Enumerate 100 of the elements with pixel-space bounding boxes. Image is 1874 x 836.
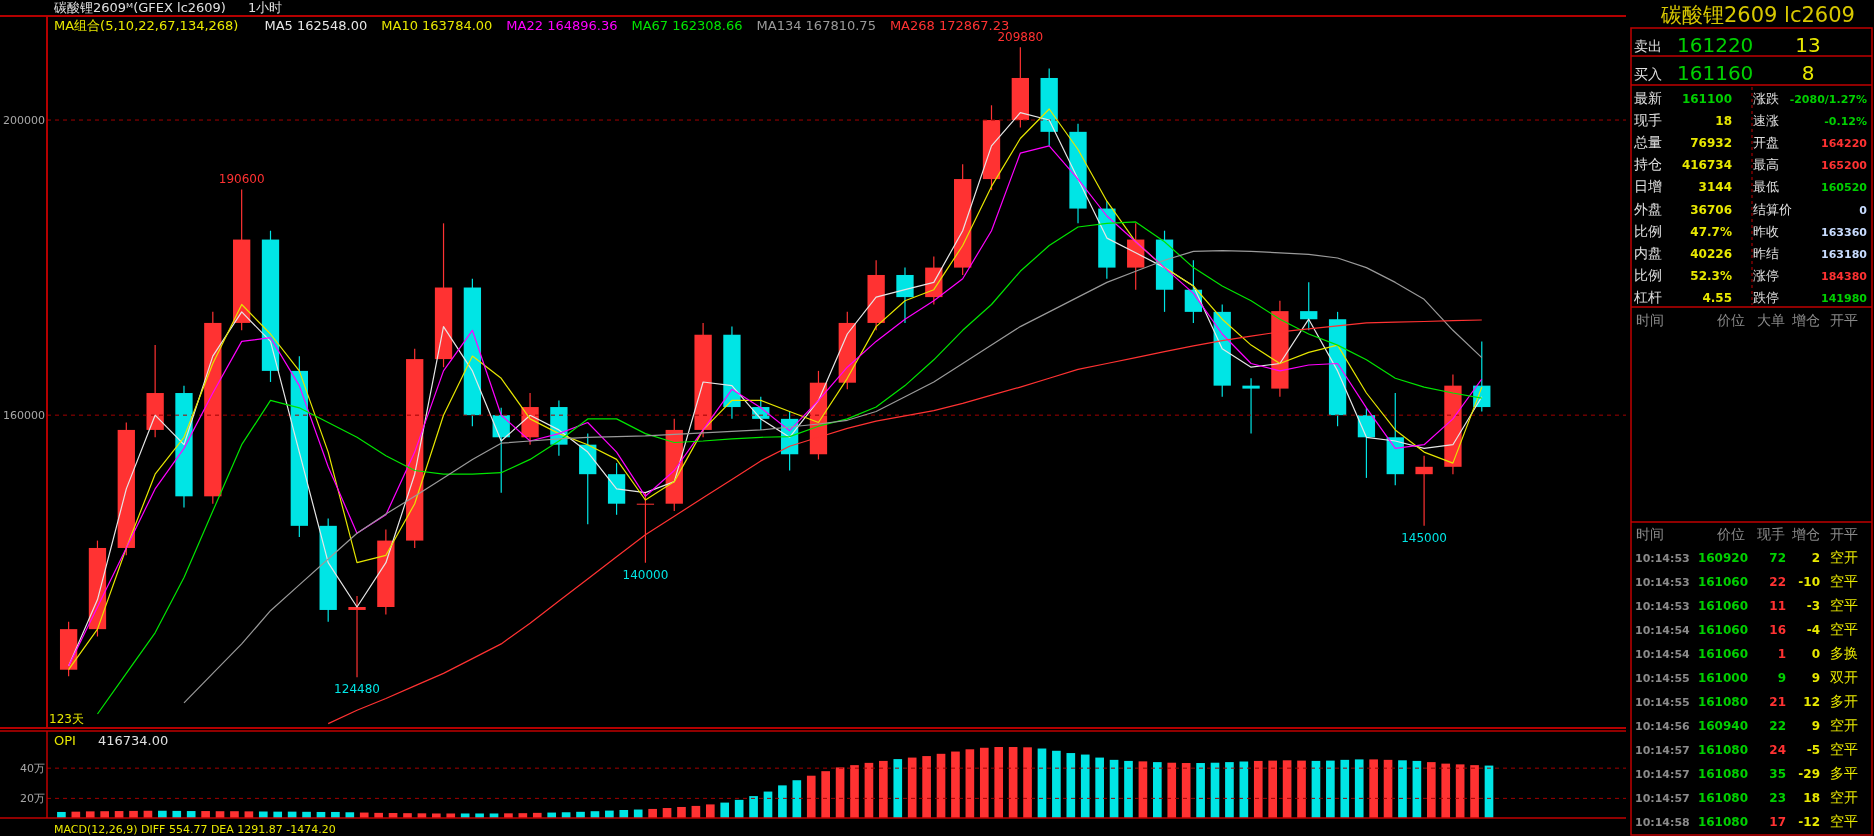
card-text: 杠杆 xyxy=(1634,288,1662,305)
series-name: MA5 162548.00 xyxy=(264,18,368,33)
card-text: 161060 xyxy=(1697,647,1748,661)
card-text: 结算价 xyxy=(1753,201,1792,217)
ytick: 20万 xyxy=(20,792,45,806)
card-text: 10:14:53 xyxy=(1635,576,1690,589)
card-text: 161060 xyxy=(1697,575,1748,589)
card-text: 价位 xyxy=(1717,526,1745,542)
card-text: 18 xyxy=(1803,791,1820,805)
series-name: MA134 167810.75 xyxy=(756,18,876,33)
card-text: 13 xyxy=(1795,33,1821,57)
card-text: 空平 xyxy=(1830,597,1858,613)
card-text: 涨停 xyxy=(1753,267,1779,283)
card-text: 双开 xyxy=(1830,669,1858,685)
title: 碳酸锂2609 lc2609 xyxy=(1661,3,1855,27)
card-text: 165200 xyxy=(1821,159,1867,173)
card-text: 163180 xyxy=(1821,247,1867,261)
card-text: 12 xyxy=(1803,695,1820,709)
card-text: 10:14:53 xyxy=(1635,552,1690,565)
ytick: 40万 xyxy=(20,762,45,776)
card-text: 2 xyxy=(1811,551,1820,565)
annotation: 145000 xyxy=(1401,530,1447,545)
card-text: 416734 xyxy=(1681,158,1732,173)
card-text: 163360 xyxy=(1821,225,1867,239)
card-text: -3 xyxy=(1806,599,1820,613)
card-text: 8 xyxy=(1801,61,1815,85)
card-text: 10:14:55 xyxy=(1635,672,1690,685)
card-text: 10:14:53 xyxy=(1635,600,1690,613)
card-text: 空平 xyxy=(1830,741,1858,757)
card-text: -0.12% xyxy=(1824,115,1867,129)
card-text: 0 xyxy=(1859,203,1867,217)
card-text: 空开 xyxy=(1830,549,1858,565)
card-text: 3144 xyxy=(1698,180,1732,195)
card-text: 买入 xyxy=(1634,66,1662,82)
card-text: 161080 xyxy=(1697,815,1748,829)
card-text: -12 xyxy=(1798,815,1820,829)
card-text: 涨跌 xyxy=(1753,91,1779,106)
card-text: 160520 xyxy=(1821,181,1867,195)
title: 碳酸锂2609ᴹ(GFEX lc2609) xyxy=(54,0,226,15)
card-text: 比例 xyxy=(1634,222,1662,239)
card-text: 11 xyxy=(1769,599,1786,613)
card-text: 141980 xyxy=(1821,291,1867,305)
card-text: 161080 xyxy=(1697,767,1748,781)
card-text: 161080 xyxy=(1697,695,1748,709)
subtitle: 416734.00 xyxy=(97,733,169,748)
card-text: 164220 xyxy=(1821,137,1867,151)
card-text: 最低 xyxy=(1753,179,1779,195)
card-text: 多平 xyxy=(1830,765,1858,781)
card-text: 17 xyxy=(1769,815,1786,829)
card-text: 时间 xyxy=(1636,312,1664,328)
card-text: -4 xyxy=(1806,623,1820,637)
card-text: 52.3% xyxy=(1690,268,1732,283)
card-text: 跌停 xyxy=(1753,289,1779,305)
card-text: 22 xyxy=(1769,575,1786,589)
card-text: 价位 xyxy=(1717,312,1745,328)
card-text: 161060 xyxy=(1697,599,1748,613)
series-name: MA268 172867.23 xyxy=(889,18,1010,33)
card-text: 空开 xyxy=(1830,717,1858,733)
card-text: 22 xyxy=(1769,719,1786,733)
card-text: 10:14:54 xyxy=(1635,648,1690,661)
ytick: 160000 xyxy=(3,409,45,423)
card-text: 10:14:57 xyxy=(1635,744,1690,757)
annotation: 209880 xyxy=(997,30,1044,45)
card-text: 内盘 xyxy=(1634,244,1662,261)
card-text: 大单 xyxy=(1757,312,1785,328)
card-text: 18 xyxy=(1715,114,1732,129)
card-text: 空平 xyxy=(1830,813,1858,829)
card-text: 40226 xyxy=(1690,246,1732,261)
card-text: 72 xyxy=(1769,551,1786,565)
card-text: 76932 xyxy=(1690,136,1732,151)
card-text: 开盘 xyxy=(1753,135,1779,151)
card-text: 增仓 xyxy=(1792,526,1820,542)
ytick: 200000 xyxy=(3,114,45,128)
card-text: 现手 xyxy=(1757,526,1785,542)
card-text: 16 xyxy=(1769,623,1786,637)
card-text: 增仓 xyxy=(1792,312,1820,328)
annotation: 140000 xyxy=(622,567,669,582)
annotation: 123天 xyxy=(49,712,84,726)
card-text: 36706 xyxy=(1690,202,1732,217)
subtitle: 1小时 xyxy=(247,0,283,15)
card-text: 10:14:55 xyxy=(1635,696,1690,709)
title: OPI xyxy=(54,733,76,748)
card-text: 最高 xyxy=(1753,157,1779,173)
card-text: 多开 xyxy=(1830,693,1858,709)
card-text: -29 xyxy=(1798,767,1820,781)
card-text: 23 xyxy=(1769,791,1786,805)
card-text: 160940 xyxy=(1697,719,1748,733)
card-text: 空平 xyxy=(1830,573,1858,589)
card-text: 现手 xyxy=(1634,112,1662,129)
card-text: 时间 xyxy=(1636,526,1664,542)
card-text: 161080 xyxy=(1697,743,1748,757)
card-text: 161000 xyxy=(1697,671,1748,685)
card-text: 开平 xyxy=(1830,526,1858,542)
card-text: 161080 xyxy=(1697,791,1748,805)
card-text: 161100 xyxy=(1681,92,1732,106)
card-text: 昨结 xyxy=(1753,245,1779,261)
card-text: 9 xyxy=(1777,671,1786,685)
card-text: 10:14:56 xyxy=(1635,720,1690,733)
card-text: 160920 xyxy=(1697,551,1748,565)
card-text: 比例 xyxy=(1634,266,1662,283)
